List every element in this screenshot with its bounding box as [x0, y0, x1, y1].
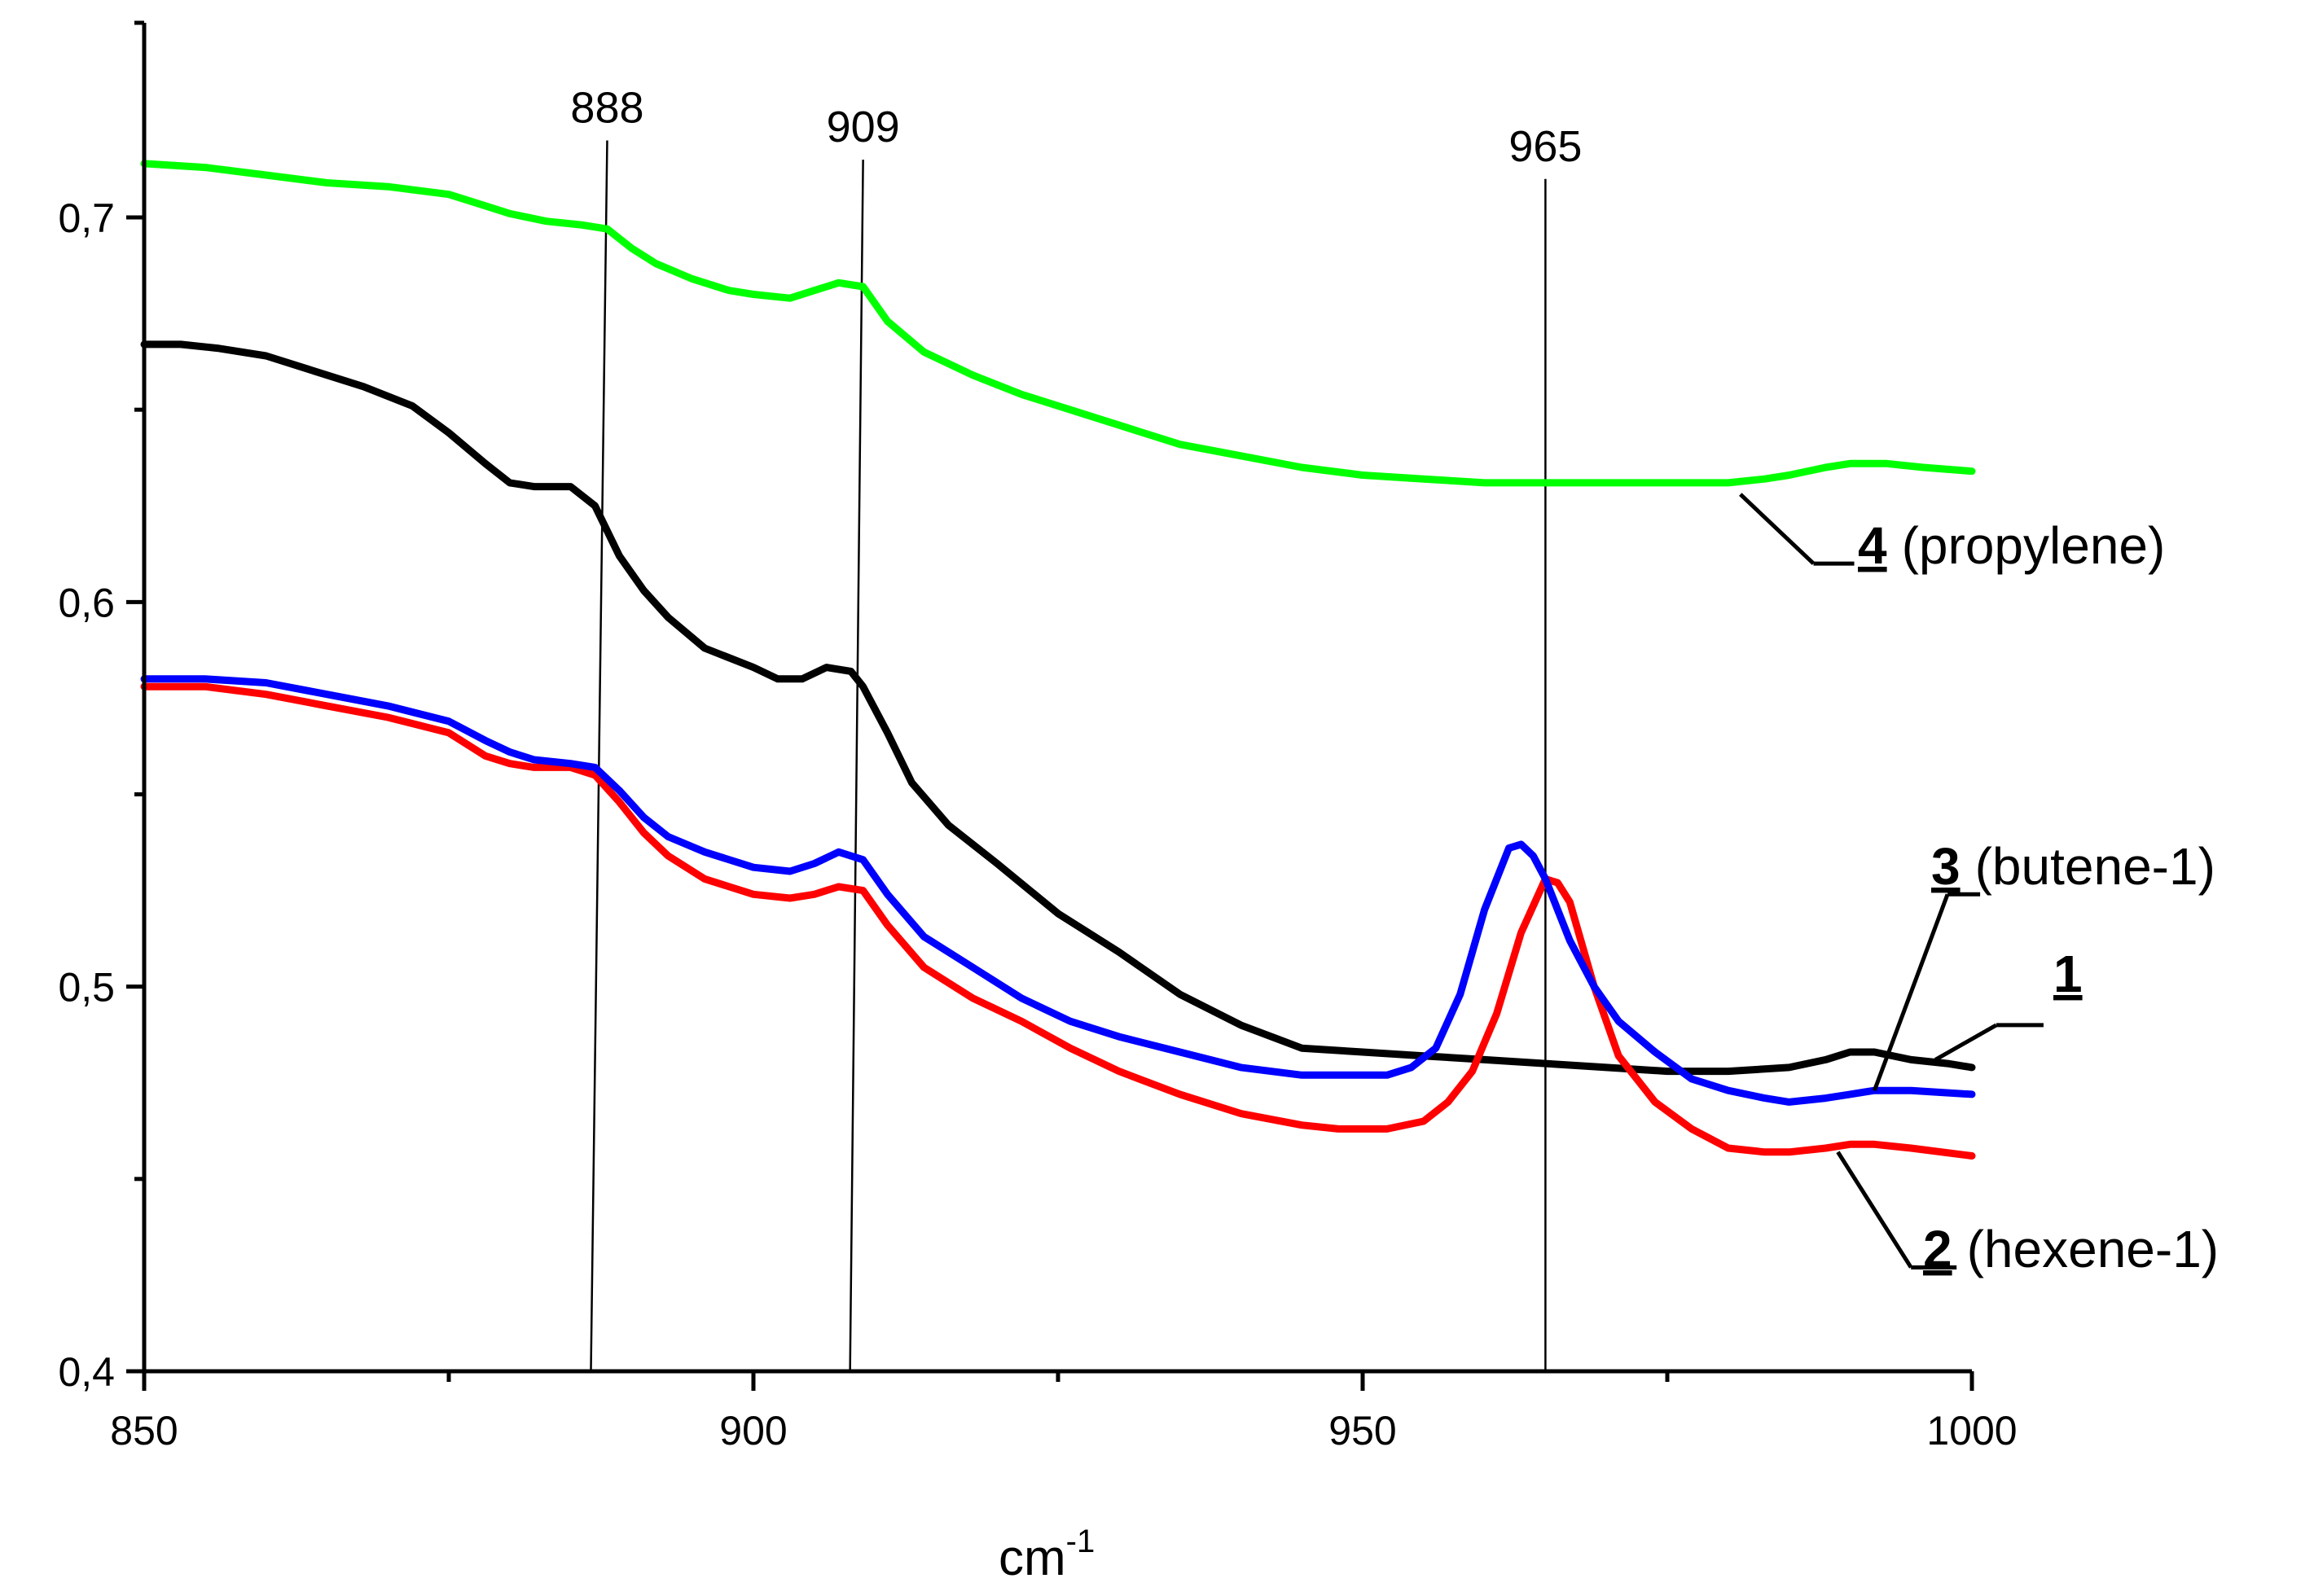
series-label-2-suffix: (hexene-1) [1967, 1220, 2220, 1278]
callout-line-1 [1934, 1023, 1998, 1062]
series-label-2-number: 2 [1923, 1220, 1952, 1278]
series-label-4-suffix: (propylene) [1902, 516, 2166, 575]
series-curves [140, 160, 1976, 1160]
y-tick-label: 0,6 [58, 580, 115, 625]
x-axis-title-text: cm [999, 1530, 1066, 1586]
callout-line-2 [1836, 1151, 1913, 1269]
y-tick-label: 0,4 [58, 1349, 115, 1395]
x-tick-label: 1000 [1926, 1408, 2017, 1454]
y-tick-label: 0,7 [58, 195, 115, 241]
series-label-1: 1 [2053, 945, 2083, 1003]
callout-line-4 [1739, 493, 1816, 565]
series-callouts [1739, 493, 2044, 1269]
x-tick-label: 950 [1328, 1408, 1396, 1454]
series-line-1 [140, 340, 1976, 1076]
series-label-3-suffix: (butene-1) [1975, 837, 2215, 896]
series-label-4: 4 (propylene) [1858, 516, 2165, 575]
marker-label-965: 965 [1508, 122, 1582, 171]
x-tick-label: 900 [719, 1408, 787, 1454]
x-axis-title-superscript: -1 [1066, 1524, 1096, 1559]
series-labels: 4 (propylene) 3 (butene-1) 1 2 (hexene-1) [1858, 516, 2219, 1278]
series-label-2: 2 (hexene-1) [1923, 1220, 2219, 1278]
marker-label-888: 888 [570, 84, 643, 133]
x-axis-title: cm-1 [999, 1524, 1095, 1586]
series-label-1-number: 1 [2053, 945, 2083, 1003]
axes: 850 900 950 1000 0,4 0,5 0,6 0,7 [58, 20, 2018, 1454]
marker-line-909 [849, 160, 864, 1372]
reference-lines: 888 909 965 [570, 84, 1582, 1372]
y-tick-label: 0,5 [58, 965, 115, 1011]
marker-line-888 [590, 140, 608, 1372]
series-line-3 [140, 675, 1976, 1106]
series-label-3-number: 3 [1931, 837, 1961, 896]
series-label-3: 3 (butene-1) [1931, 837, 2215, 896]
callout-line-3 [1872, 893, 1950, 1092]
series-line-2 [140, 682, 1976, 1160]
marker-label-909: 909 [827, 103, 900, 151]
series-line-4 [140, 160, 1976, 487]
series-label-4-number: 4 [1858, 516, 1887, 575]
x-tick-label: 850 [110, 1408, 178, 1454]
